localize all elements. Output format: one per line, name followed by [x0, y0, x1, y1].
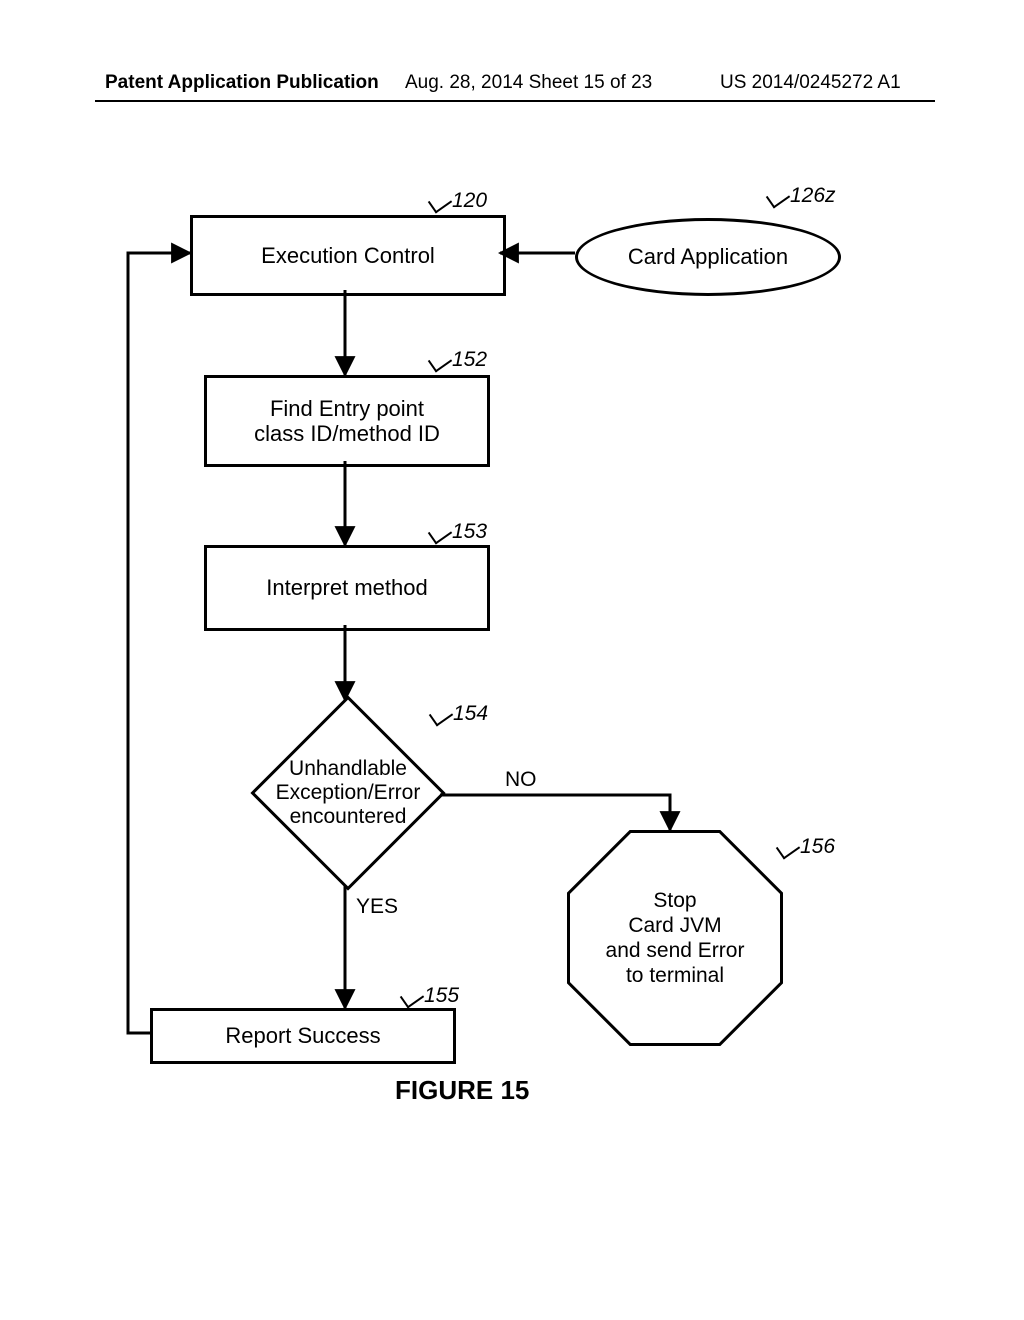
ref-156: 156 [800, 835, 835, 859]
ref-120: 120 [452, 189, 487, 213]
edge-label-no: NO [505, 768, 537, 792]
node-n153: Interpret method [204, 545, 490, 631]
node-n154: Unhandlable Exception/Error encountered [255, 700, 441, 886]
flowchart-edges [0, 0, 1024, 1320]
edge-label-yes: YES [356, 895, 398, 919]
ref-154: 154 [453, 702, 488, 726]
node-n152: Find Entry point class ID/method ID [204, 375, 490, 467]
ref-153: 153 [452, 520, 487, 544]
node-n126: Card Application [575, 218, 841, 296]
patent-header-left: Patent Application Publication [105, 72, 379, 94]
ref-126z: 126z [790, 184, 836, 208]
node-n155: Report Success [150, 1008, 456, 1064]
edge-n155-n120 [128, 253, 190, 1033]
patent-header-center: Aug. 28, 2014 Sheet 15 of 23 [405, 72, 652, 94]
ref-155: 155 [424, 984, 459, 1008]
figure-caption: FIGURE 15 [395, 1075, 529, 1106]
patent-header-right: US 2014/0245272 A1 [720, 72, 901, 94]
edge-n154-n156 [440, 795, 670, 830]
ref-152: 152 [452, 348, 487, 372]
node-n156: Stop Card JVM and send Error to terminal [567, 830, 783, 1046]
node-n120: Execution Control [190, 215, 506, 296]
header-rule [95, 100, 935, 102]
